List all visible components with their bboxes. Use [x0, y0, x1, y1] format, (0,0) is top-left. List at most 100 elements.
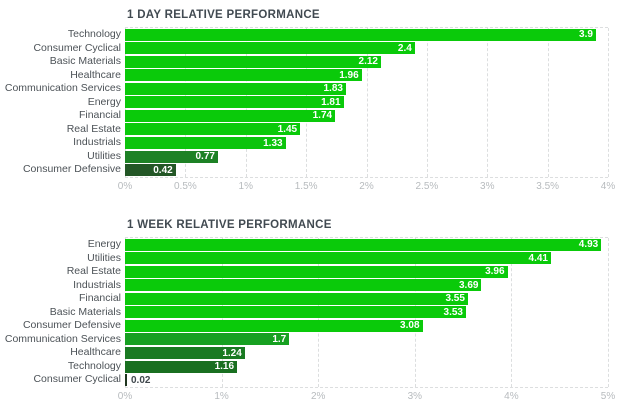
- category-label: Real Estate: [66, 265, 121, 278]
- performance-bar[interactable]: 2.4: [125, 42, 415, 55]
- bar-row: 3.96: [125, 265, 608, 279]
- bar-value-label: 1.45: [277, 123, 298, 135]
- performance-bar[interactable]: 4.41: [125, 252, 551, 265]
- category-label: Technology: [67, 28, 121, 40]
- category-label: Healthcare: [70, 346, 121, 359]
- category-label: Basic Materials: [49, 305, 121, 318]
- bar-value-label: 1.96: [339, 69, 359, 81]
- chart-body: Energy Utilities Real Estate Industrials Fin…: [0, 237, 627, 404]
- gridline: [511, 238, 513, 387]
- category-label: Consumer Cyclical: [33, 373, 121, 386]
- performance-bar[interactable]: 3.53: [125, 306, 466, 319]
- gridline: [547, 28, 549, 177]
- category-label: Consumer Defensive: [22, 163, 121, 176]
- bar-value-label: 1.33: [263, 137, 283, 149]
- axis-tick-label: 2%: [359, 181, 374, 192]
- performance-bar[interactable]: 1.96: [125, 69, 362, 82]
- one-week-relative-performance-chart: 1 WEEK RELATIVE PERFORMANCE Energy Utilit…: [0, 218, 627, 404]
- performance-bar[interactable]: 1.24: [125, 347, 245, 360]
- bar-value-label: 0.42: [153, 164, 173, 176]
- performance-bar[interactable]: 0.77: [125, 150, 218, 163]
- performance-bar[interactable]: 1.74: [125, 109, 336, 122]
- bar-value-label: 1.7: [272, 333, 287, 345]
- axis-tick-label: 1%: [214, 391, 229, 402]
- performance-bar[interactable]: 1.83: [125, 82, 346, 95]
- performance-bar[interactable]: 1.45: [125, 123, 301, 136]
- bar-value-label: 2.12: [358, 56, 378, 68]
- gridline: [487, 28, 489, 177]
- bars-layer: 4.93 4.41 3.96 3.69 3.55 3.53 3.08 1.7 1.24 1.16 0…: [125, 238, 608, 387]
- axis-tick-label: 1.5%: [294, 181, 318, 192]
- bar-row: 3.69: [125, 279, 608, 293]
- category-label: Real Estate: [66, 122, 121, 135]
- category-label: Technology: [67, 359, 121, 372]
- category-label: Energy: [87, 238, 121, 250]
- bar-value-label: 2.4: [397, 42, 412, 54]
- category-label: Basic Materials: [49, 55, 121, 68]
- gridline: [608, 28, 609, 177]
- axis-tick-label: 2%: [310, 391, 326, 402]
- bar-row: 1.83: [125, 82, 608, 96]
- axis-tick-label: 1%: [238, 181, 253, 192]
- category-label: Financial: [78, 109, 121, 122]
- bars-layer: 3.9 2.4 2.12 1.96 1.83 1.81 1.74 1.45 1.33 0.77 0.…: [125, 28, 608, 177]
- performance-bar[interactable]: 1.7: [125, 333, 290, 346]
- bar-value-label: 3.96: [485, 266, 505, 278]
- bar-row: 1.45: [125, 123, 608, 137]
- category-label: Industrials: [73, 136, 121, 149]
- bar-row: 1.33: [125, 136, 608, 150]
- category-label: Utilities: [87, 149, 121, 162]
- axis-tick-label: 3.5%: [536, 181, 560, 192]
- bar-row: 1.24: [125, 346, 608, 360]
- bar-value-label: 3.53: [443, 306, 463, 318]
- axis-tick-label: 2.5%: [415, 181, 439, 192]
- category-label: Utilities: [87, 251, 121, 264]
- axis-tick-label: 5%: [600, 391, 616, 402]
- performance-bar[interactable]: 3.69: [125, 279, 482, 292]
- performance-bar[interactable]: 2.12: [125, 55, 381, 68]
- bar-row: 0.02: [125, 373, 608, 387]
- bar-row: 0.42: [125, 163, 608, 177]
- category-labels: Energy Utilities Real Estate Industrials Fin…: [0, 237, 125, 388]
- bar-value-label: 1.83: [323, 83, 343, 95]
- bar-value-label: 4.41: [528, 252, 548, 264]
- bar-row: 1.7: [125, 333, 608, 347]
- bar-row: 1.81: [125, 96, 608, 110]
- axis-tick-label: 0%: [117, 391, 133, 402]
- chart-title: 1 WEEK RELATIVE PERFORMANCE: [127, 219, 332, 231]
- performance-bar[interactable]: 4.93: [125, 238, 602, 251]
- gridline: [366, 28, 368, 177]
- performance-bar[interactable]: 3.9: [125, 28, 596, 41]
- performance-bar[interactable]: 0.42: [125, 164, 176, 177]
- performance-bar[interactable]: 1.16: [125, 360, 238, 373]
- bar-value-label: 0.02: [131, 374, 151, 386]
- category-label: Financial: [78, 292, 121, 305]
- x-axis: 0% 1% 2% 3% 4% 5%: [118, 388, 615, 404]
- bar-row: 1.16: [125, 360, 608, 374]
- bar-value-label: 3.9: [579, 29, 593, 41]
- bar-row: 4.93: [125, 238, 608, 252]
- gridline: [608, 238, 609, 387]
- bar-value-label: 1.16: [214, 361, 235, 373]
- bar-row: 0.77: [125, 150, 608, 164]
- bar-row: 3.08: [125, 319, 608, 333]
- category-label: Consumer Defensive: [22, 319, 121, 332]
- category-label: Consumer Cyclical: [33, 41, 121, 54]
- axis-tick-label: 3%: [407, 391, 423, 402]
- bar-value-label: 4.93: [578, 239, 599, 251]
- category-label: Healthcare: [70, 68, 121, 81]
- category-labels: Technology Consumer Cyclical Basic Materia…: [0, 27, 125, 178]
- performance-bar[interactable]: 3.55: [125, 292, 468, 305]
- category-label: Communication Services: [4, 82, 121, 95]
- performance-bar[interactable]: 3.96: [125, 265, 508, 278]
- bar-row: 3.55: [125, 292, 608, 306]
- performance-bar[interactable]: 1.81: [125, 96, 344, 109]
- performance-bar[interactable]: 3.08: [125, 319, 423, 332]
- chart-body: Technology Consumer Cyclical Basic Materia…: [0, 27, 627, 194]
- bar-row: 2.4: [125, 42, 608, 56]
- plot-area: 3.9 2.4 2.12 1.96 1.83 1.81 1.74 1.45 1.33 0.77 0.…: [125, 27, 609, 178]
- performance-bar[interactable]: 1.33: [125, 137, 286, 150]
- bar-value-label: 0.77: [195, 151, 215, 163]
- performance-bar[interactable]: [125, 374, 127, 387]
